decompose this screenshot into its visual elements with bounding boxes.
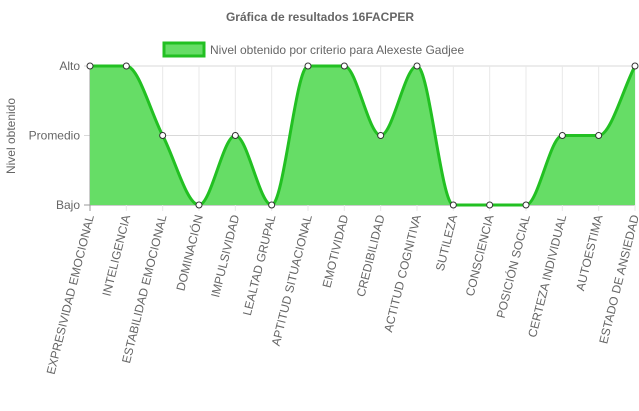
series-area-fill — [90, 66, 635, 205]
y-tick-label: Bajo — [56, 198, 80, 212]
y-tick-labels: Bajo Promedio Alto — [29, 59, 81, 212]
y-tick-label: Alto — [59, 59, 80, 73]
data-point[interactable] — [595, 132, 603, 139]
data-point[interactable] — [631, 62, 639, 70]
data-point[interactable] — [449, 201, 457, 209]
data-point[interactable] — [195, 201, 203, 209]
legend[interactable]: Nivel obtenido por criterio para Alexest… — [162, 41, 464, 58]
x-tick-label: APTITUD SITUACIONAL — [269, 213, 315, 347]
data-point[interactable] — [522, 201, 530, 209]
data-point[interactable] — [159, 132, 167, 139]
data-point[interactable] — [268, 201, 276, 209]
x-tick-label: POSICIÓN SOCIAL — [493, 213, 533, 320]
x-tick-label: CONSCIENCIA — [463, 213, 497, 297]
y-tick-label: Promedio — [29, 129, 81, 143]
x-tick-label: CREDIBILIDAD — [354, 213, 388, 298]
legend-label: Nivel obtenido por criterio para Alexest… — [210, 43, 464, 57]
series-points — [86, 62, 639, 209]
x-tick-label: CERTEZA INDIVIDUAL — [525, 213, 569, 339]
series-line — [90, 64, 637, 207]
x-tick-label: IMPULSIVIDAD — [208, 213, 242, 299]
x-tick-label: INTELIGENCIA — [99, 213, 133, 297]
x-tick-label: ACTITUD COGNITIVA — [381, 213, 424, 333]
x-tick-label: EMOTIVIDAD — [320, 213, 352, 289]
data-point[interactable] — [413, 62, 421, 70]
x-tick-label: LEALTAD GRUPAL — [240, 213, 279, 317]
data-point[interactable] — [558, 132, 566, 139]
series-area — [90, 64, 637, 207]
x-tick-label: EXPRESIVIDAD EMOCIONAL — [44, 213, 97, 376]
data-point[interactable] — [486, 201, 494, 209]
x-tick-label: ESTADO DE ANSIEDAD — [596, 213, 639, 345]
data-point[interactable] — [231, 132, 239, 139]
x-tick-labels: EXPRESIVIDAD EMOCIONAL INTELIGENCIAESTABI… — [44, 213, 639, 376]
x-tick-label: DOMINACIÓN — [172, 213, 205, 292]
x-tick-label: SUTILEZA — [433, 213, 460, 272]
x-tick-label: AUTOESTIMA — [573, 213, 605, 292]
data-point[interactable] — [122, 62, 130, 70]
data-point[interactable] — [304, 62, 312, 70]
chart-title: Gráfica de resultados 16FACPER — [226, 10, 414, 24]
data-point[interactable] — [340, 62, 348, 70]
data-point[interactable] — [86, 62, 94, 70]
data-point[interactable] — [377, 132, 385, 139]
y-axis-title: Nivel obtenido — [4, 98, 18, 174]
legend-swatch — [162, 41, 206, 58]
